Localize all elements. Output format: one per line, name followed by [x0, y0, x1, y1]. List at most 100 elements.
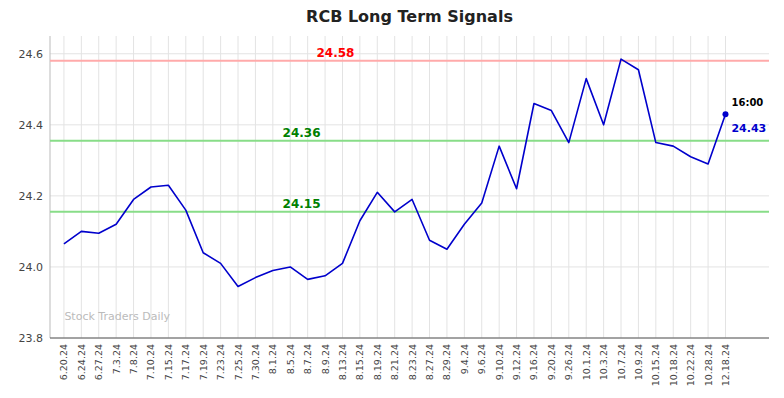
- x-axis-line: [50, 338, 769, 339]
- x-grid-line: [446, 36, 447, 338]
- grid: [50, 36, 769, 338]
- x-tick-label: 8.23.24: [407, 344, 418, 380]
- signal-line: [50, 211, 769, 213]
- y-tick-label: 24.2: [19, 190, 44, 203]
- x-grid-line: [238, 36, 239, 338]
- x-grid-line: [551, 36, 552, 338]
- signal-label: 24.15: [283, 197, 321, 211]
- x-tick-label: 8.1.24: [267, 344, 278, 374]
- chart: 23.8 24.0 24.2 24.4 24.6 6.20.24 6.24.24 6.27.2…: [0, 0, 784, 398]
- last-value-label: 24.43: [731, 122, 766, 135]
- x-grid-line: [621, 36, 622, 338]
- x-grid-line: [290, 36, 291, 338]
- x-tick-label: 10.1.24: [581, 344, 592, 380]
- watermark: Stock Traders Daily: [64, 310, 170, 323]
- x-tick-label: 10.7.24: [616, 344, 627, 380]
- x-tick-label: 10.18.24: [668, 344, 679, 386]
- x-tick-label: 8.5.24: [285, 344, 296, 374]
- y-grid-line: [50, 266, 769, 267]
- x-grid-line: [533, 36, 534, 338]
- y-tick-label: 24.0: [19, 261, 44, 274]
- x-grid-line: [220, 36, 221, 338]
- x-tick-label: 9.10.24: [494, 344, 505, 380]
- x-grid-line: [342, 36, 343, 338]
- x-grid-line: [690, 36, 691, 338]
- x-tick-label: 7.19.24: [198, 344, 209, 380]
- x-tick-label: 10.9.24: [633, 344, 644, 380]
- signal-line: [50, 60, 769, 62]
- x-tick-label: 8.21.24: [389, 344, 400, 380]
- x-tick-label: 8.7.24: [302, 344, 313, 374]
- x-tick-label: 10.28.24: [703, 344, 714, 386]
- x-tick-label: 7.8.24: [128, 344, 139, 374]
- y-tick-label: 24.4: [19, 119, 44, 132]
- y-axis-line: [50, 36, 51, 338]
- x-grid-line: [673, 36, 674, 338]
- x-tick-label: 8.15.24: [354, 344, 365, 380]
- x-grid-line: [377, 36, 378, 338]
- x-tick-label: 8.13.24: [337, 344, 348, 380]
- x-grid-line: [185, 36, 186, 338]
- x-grid-line: [481, 36, 482, 338]
- x-tick-label: 8.27.24: [424, 344, 435, 380]
- x-grid-line: [98, 36, 99, 338]
- signal-label: 24.58: [317, 46, 355, 60]
- x-tick-label: 7.23.24: [215, 344, 226, 380]
- x-tick-label: 10.3.24: [598, 344, 609, 380]
- x-tick-label: 7.3.24: [111, 344, 122, 374]
- x-tick-label: 10.22.24: [685, 344, 696, 386]
- x-grid-line: [116, 36, 117, 338]
- x-grid-line: [499, 36, 500, 338]
- x-tick-label: 7.10.24: [145, 344, 156, 380]
- last-time-label: 16:00: [731, 97, 763, 108]
- x-tick-label: 9.12.24: [511, 344, 522, 380]
- x-tick-label: 9.6.24: [476, 344, 487, 374]
- x-grid-line: [464, 36, 465, 338]
- x-grid-line: [359, 36, 360, 338]
- x-grid-line: [655, 36, 656, 338]
- x-tick-label: 8.29.24: [441, 344, 452, 380]
- x-grid-line: [272, 36, 273, 338]
- x-tick-label: 9.16.24: [528, 344, 539, 380]
- x-grid-line: [394, 36, 395, 338]
- x-tick-label: 9.26.24: [563, 344, 574, 380]
- x-tick-label: 9.20.24: [546, 344, 557, 380]
- x-grid-line: [255, 36, 256, 338]
- x-grid-line: [708, 36, 709, 338]
- y-grid-line: [50, 53, 769, 54]
- x-tick-label: 7.30.24: [250, 344, 261, 380]
- y-grid-line: [50, 124, 769, 125]
- x-tick-label: 7.15.24: [163, 344, 174, 380]
- x-tick-label: 9.4.24: [459, 344, 470, 374]
- y-tick-label: 23.8: [19, 332, 44, 345]
- y-grid-line: [50, 195, 769, 196]
- price-line: [64, 59, 726, 286]
- x-grid-line: [81, 36, 82, 338]
- x-tick-label: 7.25.24: [233, 344, 244, 380]
- x-grid-line: [63, 36, 64, 338]
- x-grid-line: [638, 36, 639, 338]
- x-tick-label: 6.20.24: [58, 344, 69, 380]
- last-point: [722, 111, 728, 117]
- x-tick-label: 6.27.24: [93, 344, 104, 380]
- x-grid-line: [725, 36, 726, 338]
- x-tick-label: 6.24.24: [76, 344, 87, 380]
- x-tick-label: 10.15.24: [650, 344, 661, 386]
- y-grid-line: [50, 338, 769, 339]
- x-grid-line: [429, 36, 430, 338]
- x-grid-line: [307, 36, 308, 338]
- signal-label: 24.36: [283, 126, 321, 140]
- x-tick-label: 7.17.24: [180, 344, 191, 380]
- y-tick-label: 24.6: [19, 48, 44, 61]
- signal-line: [50, 140, 769, 142]
- plot-area: [50, 59, 769, 286]
- x-tick-label: 12.18.24: [720, 344, 731, 386]
- x-grid-line: [133, 36, 134, 338]
- x-tick-label: 8.19.24: [372, 344, 383, 380]
- x-grid-line: [325, 36, 326, 338]
- x-grid-line: [203, 36, 204, 338]
- x-grid-line: [603, 36, 604, 338]
- x-tick-label: 8.9.24: [320, 344, 331, 374]
- x-grid-line: [568, 36, 569, 338]
- title: RCB Long Term Signals: [306, 7, 513, 26]
